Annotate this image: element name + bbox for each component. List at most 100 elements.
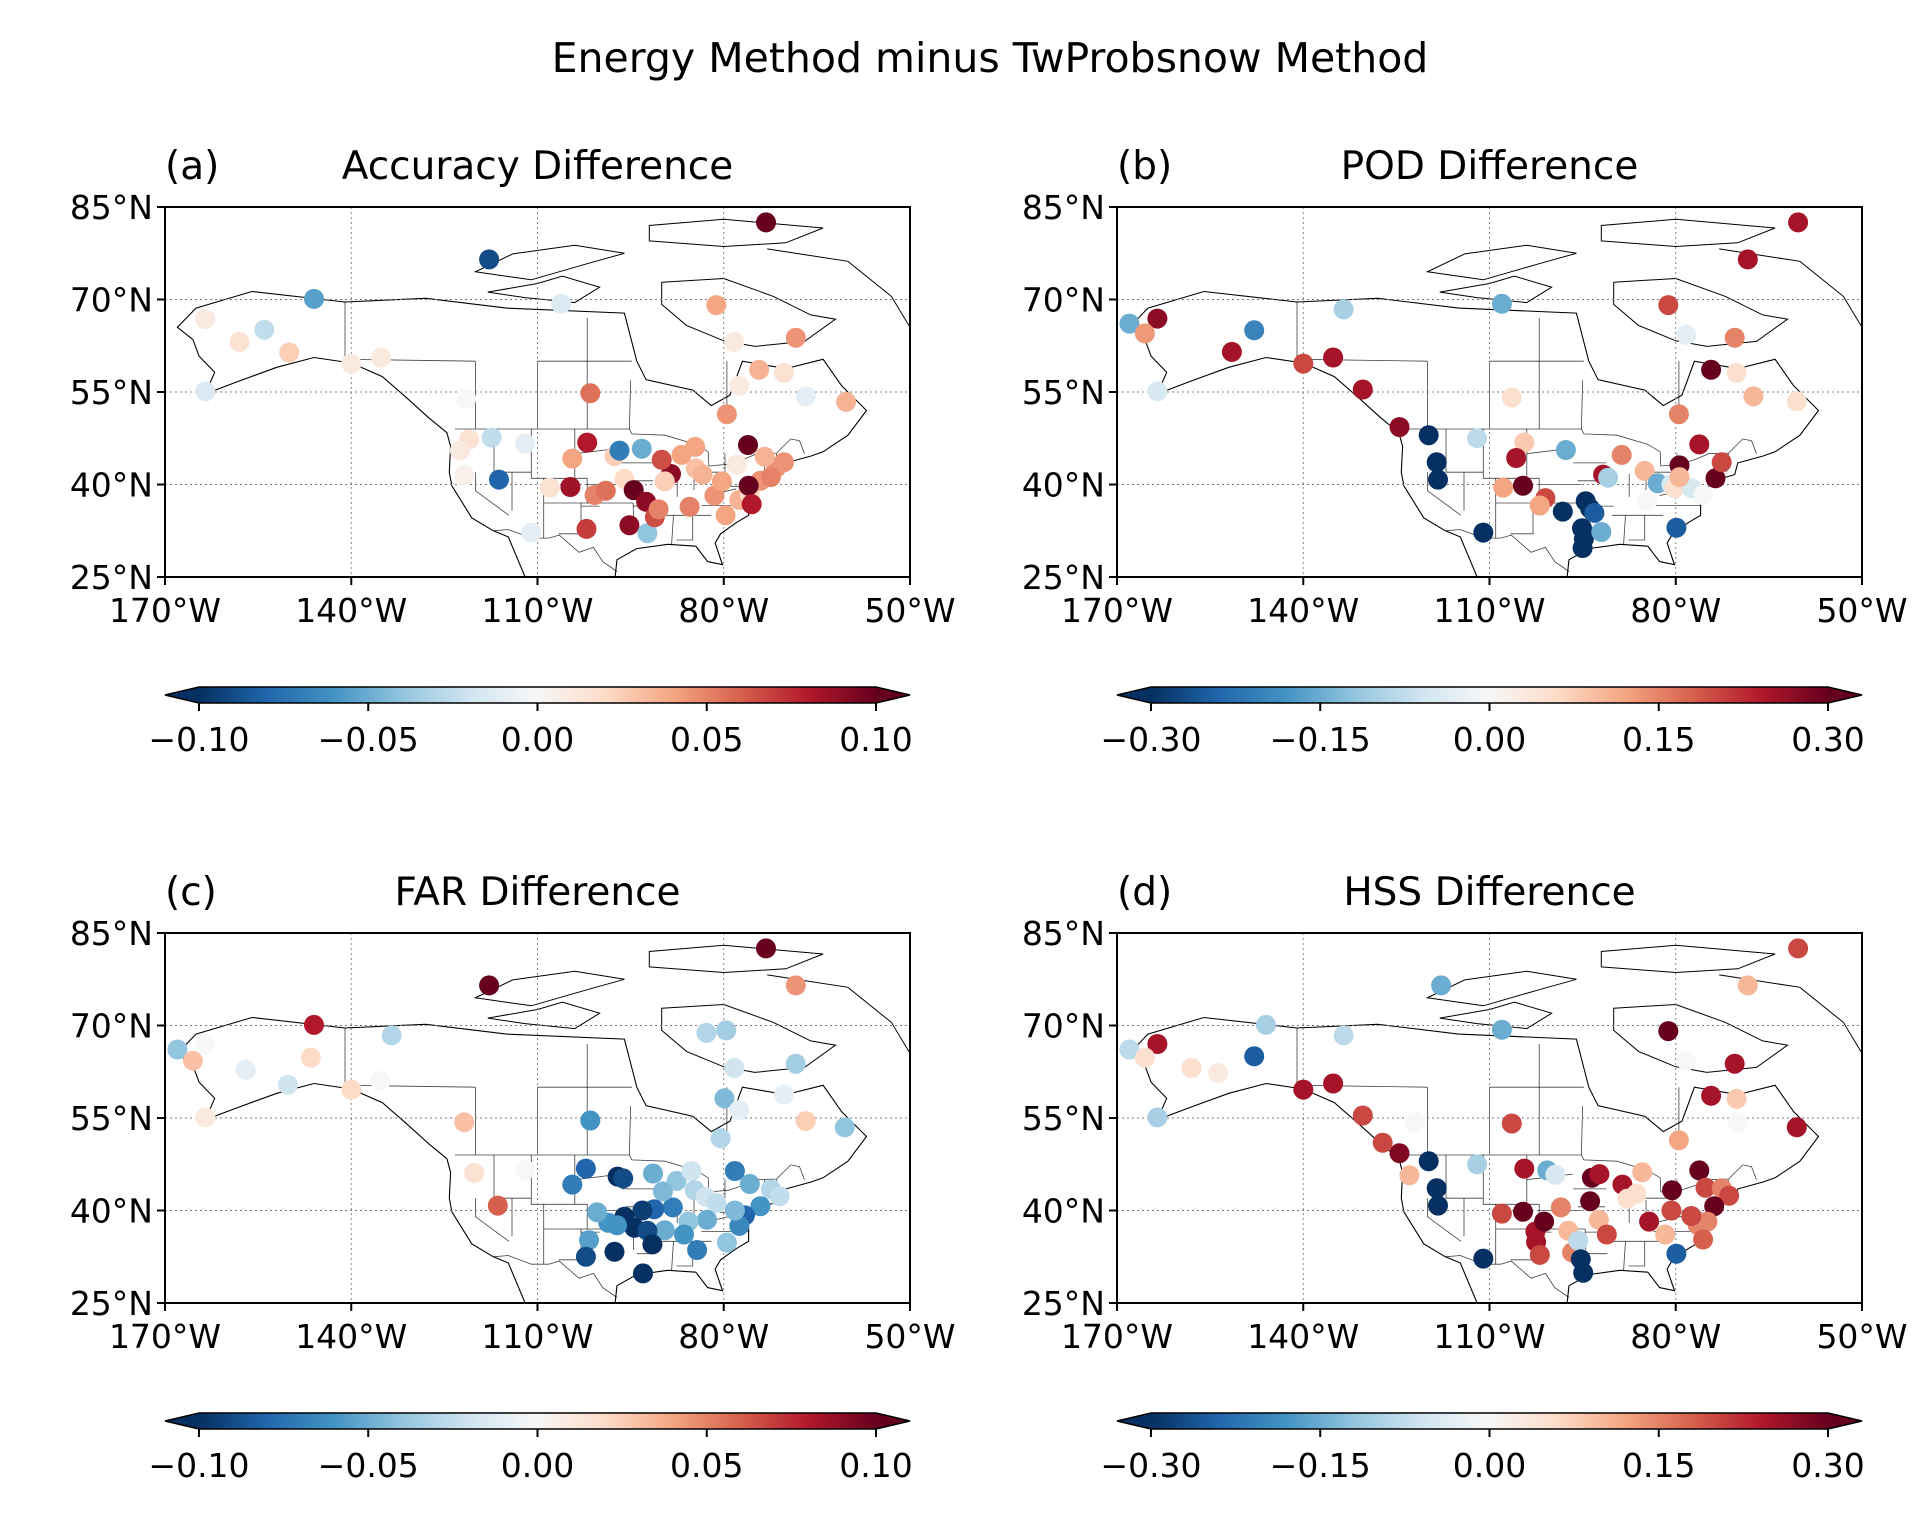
station-point (277, 1074, 298, 1095)
colorbar-body (1151, 1413, 1828, 1429)
island-outline (473, 244, 625, 281)
lat-tick-label: 70°N (70, 1007, 153, 1046)
colorbar-tick-label: 0.00 (1453, 720, 1526, 759)
station-point (587, 1202, 608, 1223)
station-point (195, 309, 216, 330)
border-line (629, 380, 631, 430)
station-point (714, 1088, 735, 1109)
station-point (729, 1100, 750, 1120)
station-point (195, 1107, 216, 1128)
panel-2: (b) POD Difference 25°N 40°N 55°N 70°N 85°N 170… (1022, 144, 1908, 759)
colorbar-extend-max (876, 687, 910, 703)
station-point (1788, 212, 1809, 233)
station-point (1695, 1177, 1716, 1198)
station-point (1550, 1197, 1571, 1218)
lat-tick-label: 25°N (70, 1284, 153, 1323)
lon-tick-label: 140°W (1247, 1317, 1359, 1356)
lat-tick-label: 55°N (1022, 373, 1105, 412)
colorbar-extend-max (1828, 687, 1862, 703)
station-point (604, 1241, 625, 1262)
panel-4: (d) HSS Difference 25°N 40°N 55°N 70°N 85°N 170… (1022, 870, 1908, 1485)
lat-tick-label: 85°N (70, 188, 153, 227)
island-outline (473, 970, 625, 1007)
station-point (1658, 1021, 1679, 1042)
colorbar-body (199, 687, 876, 703)
coastline (1128, 290, 1820, 577)
colorbar-tick-label: 0.15 (1622, 1446, 1695, 1485)
coastline (176, 290, 868, 577)
station-point (341, 353, 362, 374)
station-point (716, 404, 737, 425)
station-point (254, 319, 275, 340)
station-point (1426, 1178, 1447, 1199)
panel-label: (b) (1117, 144, 1172, 189)
border-line (1445, 429, 1484, 473)
border-line (1581, 1106, 1583, 1156)
colorbar-tick-label: 0.10 (839, 720, 912, 759)
coastline (1128, 1016, 1820, 1303)
station-point (1724, 1053, 1745, 1074)
colorbar-extend-max (1828, 1413, 1862, 1429)
station-point (1693, 1229, 1714, 1250)
lon-tick-label: 110°W (481, 1317, 593, 1356)
greenland-coast (1719, 974, 1862, 1054)
panel-1: (a) Accuracy Difference 25°N 40°N 55°N 70°N 85… (70, 144, 956, 759)
station-point (697, 1209, 717, 1230)
station-point (575, 1158, 596, 1179)
station-point (1529, 1244, 1550, 1265)
station-point (1626, 1183, 1647, 1204)
station-point (1658, 295, 1679, 316)
station-point (1119, 1039, 1140, 1060)
colorbar-tick-label: −0.05 (318, 720, 419, 759)
station-point (1596, 1224, 1617, 1245)
station-point (1568, 1230, 1589, 1251)
station-point (1333, 299, 1354, 320)
station-point (724, 332, 745, 352)
station-point (370, 1071, 391, 1091)
border-line (1623, 515, 1626, 545)
station-point (643, 1163, 663, 1184)
station-point (1147, 1107, 1168, 1128)
station-point (1676, 324, 1697, 345)
panel-title: POD Difference (1341, 144, 1639, 189)
lon-tick-label: 50°W (864, 591, 955, 630)
station-point (654, 1220, 675, 1241)
lon-tick-label: 170°W (1061, 591, 1173, 630)
lon-tick-label: 80°W (678, 1317, 769, 1356)
station-point (696, 1022, 717, 1043)
panel-3: (c) FAR Difference 25°N 40°N 55°N 70°N 85°N 170… (70, 870, 956, 1485)
station-point (551, 293, 572, 314)
station-point (1473, 1248, 1494, 1269)
station-point (1293, 1079, 1314, 1100)
border-line (1510, 503, 1534, 535)
lat-tick-label: 25°N (1022, 558, 1105, 597)
colorbar-extend-min (165, 687, 199, 703)
colorbar-tick-label: −0.30 (1100, 1446, 1201, 1485)
station-point (1786, 391, 1807, 412)
station-point (1405, 1112, 1425, 1133)
station-point (1473, 522, 1494, 543)
station-point (1147, 1034, 1168, 1054)
colorbar: −0.10 −0.05 0.00 0.05 0.10 (148, 1412, 913, 1485)
station-point (1428, 469, 1448, 490)
station-point (464, 1162, 485, 1183)
colorbar: −0.30 −0.15 0.00 0.15 0.30 (1100, 686, 1865, 759)
station-point (785, 975, 806, 996)
station-point (1711, 452, 1732, 473)
station-point (1588, 1209, 1609, 1230)
colorbar-tick-label: 0.00 (501, 1446, 574, 1485)
station-point (1352, 379, 1373, 400)
border-line (1623, 1241, 1626, 1271)
lon-tick-label: 110°W (481, 591, 593, 630)
station-point (1244, 320, 1265, 341)
station-point (577, 432, 598, 453)
station-point (560, 477, 581, 497)
colorbar-tick-label: 0.30 (1791, 1446, 1864, 1485)
station-point (454, 1112, 475, 1133)
lon-tick-label: 80°W (678, 591, 769, 630)
station-point (738, 475, 759, 496)
station-point (487, 1195, 508, 1216)
station-point (750, 1196, 771, 1217)
station-point (1611, 444, 1632, 465)
station-point (1431, 975, 1452, 996)
